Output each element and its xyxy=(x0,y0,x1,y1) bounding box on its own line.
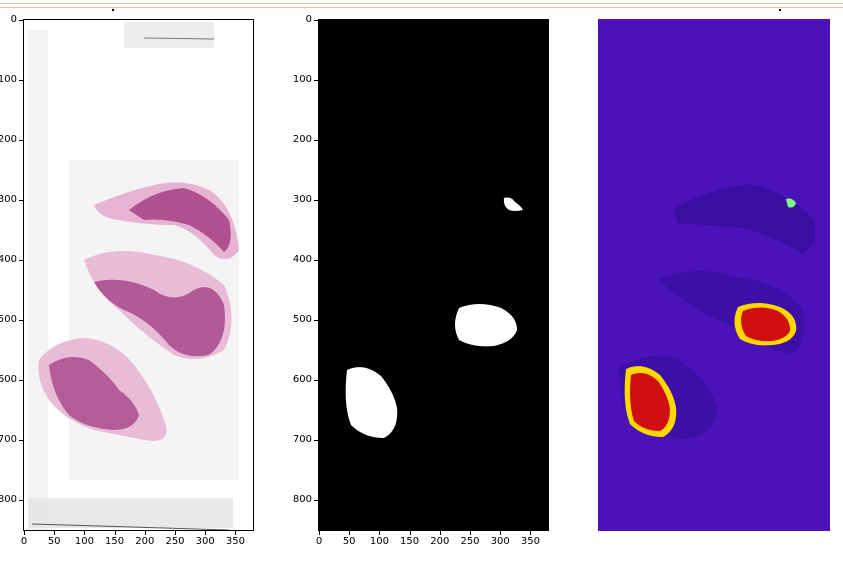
x-tick-mark xyxy=(319,531,320,535)
y-tick-mark xyxy=(19,20,23,21)
y-tick-label: 600 xyxy=(292,374,312,385)
y-tick-mark xyxy=(19,200,23,201)
y-tick-label: 800 xyxy=(292,494,312,505)
y-tick-mark xyxy=(314,260,318,261)
y-tick-mark xyxy=(19,320,23,321)
x-tick-label: 300 xyxy=(195,536,215,547)
mask-artwork xyxy=(345,197,523,438)
y-tick-mark xyxy=(19,80,23,81)
y-tick-mark xyxy=(19,500,23,501)
x-tick-mark xyxy=(235,531,237,535)
x-tick-label: 100 xyxy=(74,536,94,547)
heatmap-artwork xyxy=(618,184,816,439)
x-tick-label: 350 xyxy=(225,536,245,547)
y-tick-label: 0 xyxy=(10,14,17,25)
y-tick-label: 200 xyxy=(0,134,17,145)
y-tick-mark xyxy=(19,260,23,261)
x-tick-label: 0 xyxy=(20,536,28,547)
x-tick-mark xyxy=(54,531,56,535)
top-border-line-2 xyxy=(0,7,843,8)
mask-image xyxy=(318,19,549,531)
x-tick-label: 150 xyxy=(105,536,125,547)
y-tick-label: 800 xyxy=(0,494,17,505)
y-tick-mark xyxy=(19,380,23,381)
x-tick-label: 250 xyxy=(460,536,480,547)
y-tick-mark xyxy=(314,500,318,501)
x-tick-label: 50 xyxy=(47,536,61,547)
x-tick-label: 350 xyxy=(520,536,540,547)
x-tick-mark xyxy=(379,531,381,535)
x-tick-mark xyxy=(114,531,116,535)
x-tick-mark xyxy=(530,531,532,535)
x-tick-label: 50 xyxy=(342,536,356,547)
y-tick-label: 600 xyxy=(0,374,17,385)
x-tick-label: 200 xyxy=(430,536,450,547)
y-tick-label: 100 xyxy=(0,74,17,85)
x-tick-label: 200 xyxy=(135,536,155,547)
top-border-line xyxy=(0,3,843,4)
x-tick-mark xyxy=(500,531,502,535)
x-tick-label: 0 xyxy=(315,536,323,547)
y-tick-label: 300 xyxy=(292,194,312,205)
he-slide-image xyxy=(23,19,254,531)
x-tick-mark xyxy=(24,531,25,535)
x-tick-label: 250 xyxy=(165,536,185,547)
y-tick-label: 0 xyxy=(305,14,312,25)
y-tick-label: 200 xyxy=(292,134,312,145)
x-tick-mark xyxy=(84,531,86,535)
tissue-artwork xyxy=(28,22,239,530)
y-tick-mark xyxy=(314,440,318,441)
x-tick-mark xyxy=(349,531,351,535)
y-tick-mark xyxy=(314,80,318,81)
y-tick-label: 700 xyxy=(292,434,312,445)
marker-dot xyxy=(779,9,781,11)
y-tick-label: 300 xyxy=(0,194,17,205)
marker-dot xyxy=(112,9,114,11)
y-tick-mark xyxy=(314,20,318,21)
x-tick-mark xyxy=(409,531,411,535)
y-tick-label: 400 xyxy=(292,254,312,265)
y-tick-label: 500 xyxy=(0,314,17,325)
x-tick-mark xyxy=(439,531,441,535)
x-tick-label: 100 xyxy=(369,536,389,547)
y-tick-mark xyxy=(19,440,23,441)
y-tick-label: 400 xyxy=(0,254,17,265)
x-tick-mark xyxy=(144,531,146,535)
y-tick-mark xyxy=(314,320,318,321)
x-tick-label: 150 xyxy=(400,536,420,547)
y-tick-label: 100 xyxy=(292,74,312,85)
y-tick-mark xyxy=(314,140,318,141)
x-tick-mark xyxy=(205,531,207,535)
y-tick-mark xyxy=(314,200,318,201)
x-tick-label: 300 xyxy=(490,536,510,547)
y-tick-label: 700 xyxy=(0,434,17,445)
y-tick-mark xyxy=(19,140,23,141)
y-tick-mark xyxy=(314,380,318,381)
heatmap-image xyxy=(598,19,830,531)
y-tick-label: 500 xyxy=(292,314,312,325)
x-tick-mark xyxy=(175,531,176,535)
x-tick-mark xyxy=(470,531,471,535)
